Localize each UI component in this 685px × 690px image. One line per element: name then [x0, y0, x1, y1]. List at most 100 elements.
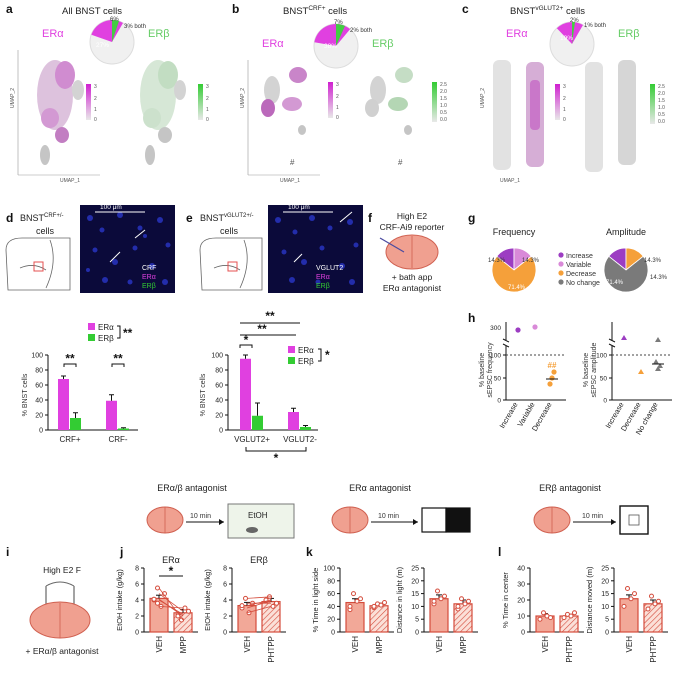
chart-j_era-title: ERα: [162, 555, 180, 565]
chart-d-bracket-0: [63, 363, 77, 367]
chart-l_center-dot-0-3: [548, 615, 553, 621]
panel-a-scale-erb-3: 0: [206, 117, 209, 123]
chart-e-bar-0-0: [240, 358, 251, 430]
panel-a-scale-era-2: 1: [94, 107, 97, 113]
panel-l-letter: l: [498, 545, 501, 559]
panel-g-pie-amplitude: [603, 247, 649, 293]
chart-j_erb-title: ERβ: [250, 555, 268, 565]
chart-h-amp-point-4: [657, 363, 663, 368]
panel-b-scale-erb-2: 1.5: [440, 96, 447, 102]
panel-a-title: All BNST cells: [62, 6, 122, 17]
chart-k_dist-dot-1-2: [462, 601, 468, 607]
chart-k_time-xtick-1: MPP: [375, 636, 384, 653]
chart-l_dist-bar-0: [619, 598, 639, 633]
panel-e-micrograph: [268, 205, 363, 293]
chart-h-amp-ytick-label-2: 0: [603, 398, 607, 405]
chart-l_center-ytick-label-1: 10: [517, 614, 525, 621]
panel-d-ch-era: ERα: [142, 274, 156, 281]
chart-e-sig-4: *: [274, 451, 279, 465]
panel-a-scale-era-0: 3: [94, 84, 97, 90]
chart-j_erb-ytick-label-2: 4: [223, 598, 227, 605]
chart-d-bar-1-1: [118, 428, 129, 430]
panel-f-line3: + bath app: [392, 272, 433, 282]
panel-a-colorbar-era: [86, 84, 91, 120]
chart-d-ytick-label-5: 100: [31, 353, 43, 360]
chart-j_era-dot-1-2: [182, 605, 188, 611]
chart-h-ytick-top: 300: [490, 325, 501, 332]
chart-j_era-ytick-label-2: 4: [135, 598, 139, 605]
panel-f: f High E2 CRF-Ai9 reporter + bath app ER…: [368, 211, 445, 293]
chart-j_era-dot-1-3: [186, 608, 191, 614]
panel-c-scale-era-3: 0: [563, 117, 566, 123]
panel-g-amp-label-1: 14.3%: [650, 275, 668, 281]
chart-d-ytick-label-3: 60: [35, 383, 43, 390]
chart-k_time-dot-0-4: [347, 603, 353, 609]
panel-a-scale-era-1: 2: [94, 96, 97, 102]
panel-a-pie-main: 27%: [96, 42, 109, 49]
panel-e-ylabel: % BNST cells: [200, 373, 207, 416]
dark-box-icon: [445, 507, 471, 533]
chart-h-amp-break1: [608, 338, 616, 343]
panel-a-pie-both: 3% both: [124, 24, 146, 30]
panel-c-colorbar-era: [555, 84, 560, 120]
chart-e-xtick-1: VGLUT2-: [283, 435, 317, 444]
chart-k_dist-ytick-label-3: 15: [411, 591, 419, 598]
panel-b-scale-erb-3: 1.0: [440, 103, 447, 109]
panel-f-line2: CRF-Ai9 reporter: [380, 222, 445, 232]
panel-b-scale-erb-1: 2.0: [440, 89, 447, 95]
panel-a-umap1: UMAP_1: [60, 178, 80, 184]
chart-k_dist-dot-1-3: [466, 598, 471, 604]
chart-j_erb-xtick-1: PHTPP: [267, 636, 276, 663]
panel-g-freq-label-2: 71.4%: [508, 285, 526, 291]
chart-l_center-ylabel: % Time in center: [501, 572, 510, 628]
chart-k_dist-dot-1-4: [455, 603, 461, 609]
chart-l_dist-ytick-label-2: 10: [601, 604, 609, 611]
chart-e-ytick-label-3: 60: [215, 383, 223, 390]
panel-a-pie: 27% 6% 3% both: [89, 17, 146, 65]
panel-c-scale-era-0: 3: [563, 84, 566, 90]
panel-d-title: BNSTCRF+/-: [20, 213, 64, 223]
chart-j_erb-pair-0: [246, 600, 272, 609]
panel-j-schematic: ERα/β antagonist 10 min EtOH: [146, 483, 295, 539]
panel-h-ylabel1b: % baseline: [583, 353, 590, 387]
chart-k_time-ytick-label-5: 100: [323, 566, 335, 573]
chart-j_era-pair-4: [158, 598, 184, 617]
home-cage-icon: [227, 503, 295, 539]
chart-k_time-ytick-label-0: 0: [331, 630, 335, 637]
chart-h-freq-ytick-label-1: 50: [494, 376, 502, 383]
chart-l_center-ytick-label-0: 0: [521, 630, 525, 637]
panel-e-ch-erb: ERβ: [316, 283, 330, 290]
panel-i-line2: + ERα/β antagonist: [26, 646, 100, 656]
panel-b-cluster-mark-erb: #: [398, 158, 403, 167]
panel-d-legend-era: ERα: [98, 323, 114, 332]
chart-d-bar-1-0: [106, 400, 117, 430]
panel-b-colorbar-era: [328, 82, 333, 118]
chart-l_dist-ylabel: Distance moved (m): [585, 566, 594, 634]
panel-e-ch-vglut: VGLUT2: [316, 265, 343, 272]
chart-j_era-dot-0-1: [155, 585, 160, 591]
chart-h-amp-point-3: [653, 359, 659, 364]
chart-h-amp-point-5: [655, 366, 661, 371]
panel-j-etoh: EtOH: [248, 511, 268, 520]
chart-j_era-pair-3: [158, 593, 184, 612]
panel-a-colorbar-erb: [198, 84, 203, 120]
panel-b-pie-both: 2% both: [350, 28, 372, 34]
chart-l_center-ytick-label-4: 40: [517, 566, 525, 573]
chart-e-ytick-label-1: 20: [215, 413, 223, 420]
panel-c-scale-erb-0: 2.5: [658, 84, 665, 90]
chart-l_dist-dot-0-3: [632, 591, 637, 597]
panel-d-atlas: [5, 237, 71, 291]
chart-d-bar-0-1: [70, 418, 81, 430]
panel-c-umap1: UMAP_1: [500, 178, 520, 184]
panel-j-letter: j: [119, 545, 123, 559]
chart-j_erb-ylabel: EtOH intake (g/kg): [203, 569, 212, 631]
panel-c-pie-small: 2%: [570, 18, 579, 24]
panel-b-erb-label: ERβ: [372, 38, 394, 50]
chart-h-amp-break2: [608, 343, 616, 348]
chart-k_time-ytick-label-1: 20: [327, 617, 335, 624]
chart-j_era-sig: *: [169, 564, 174, 578]
legend-increase: Increase: [566, 253, 593, 260]
panel-e-atlas: [199, 237, 263, 291]
